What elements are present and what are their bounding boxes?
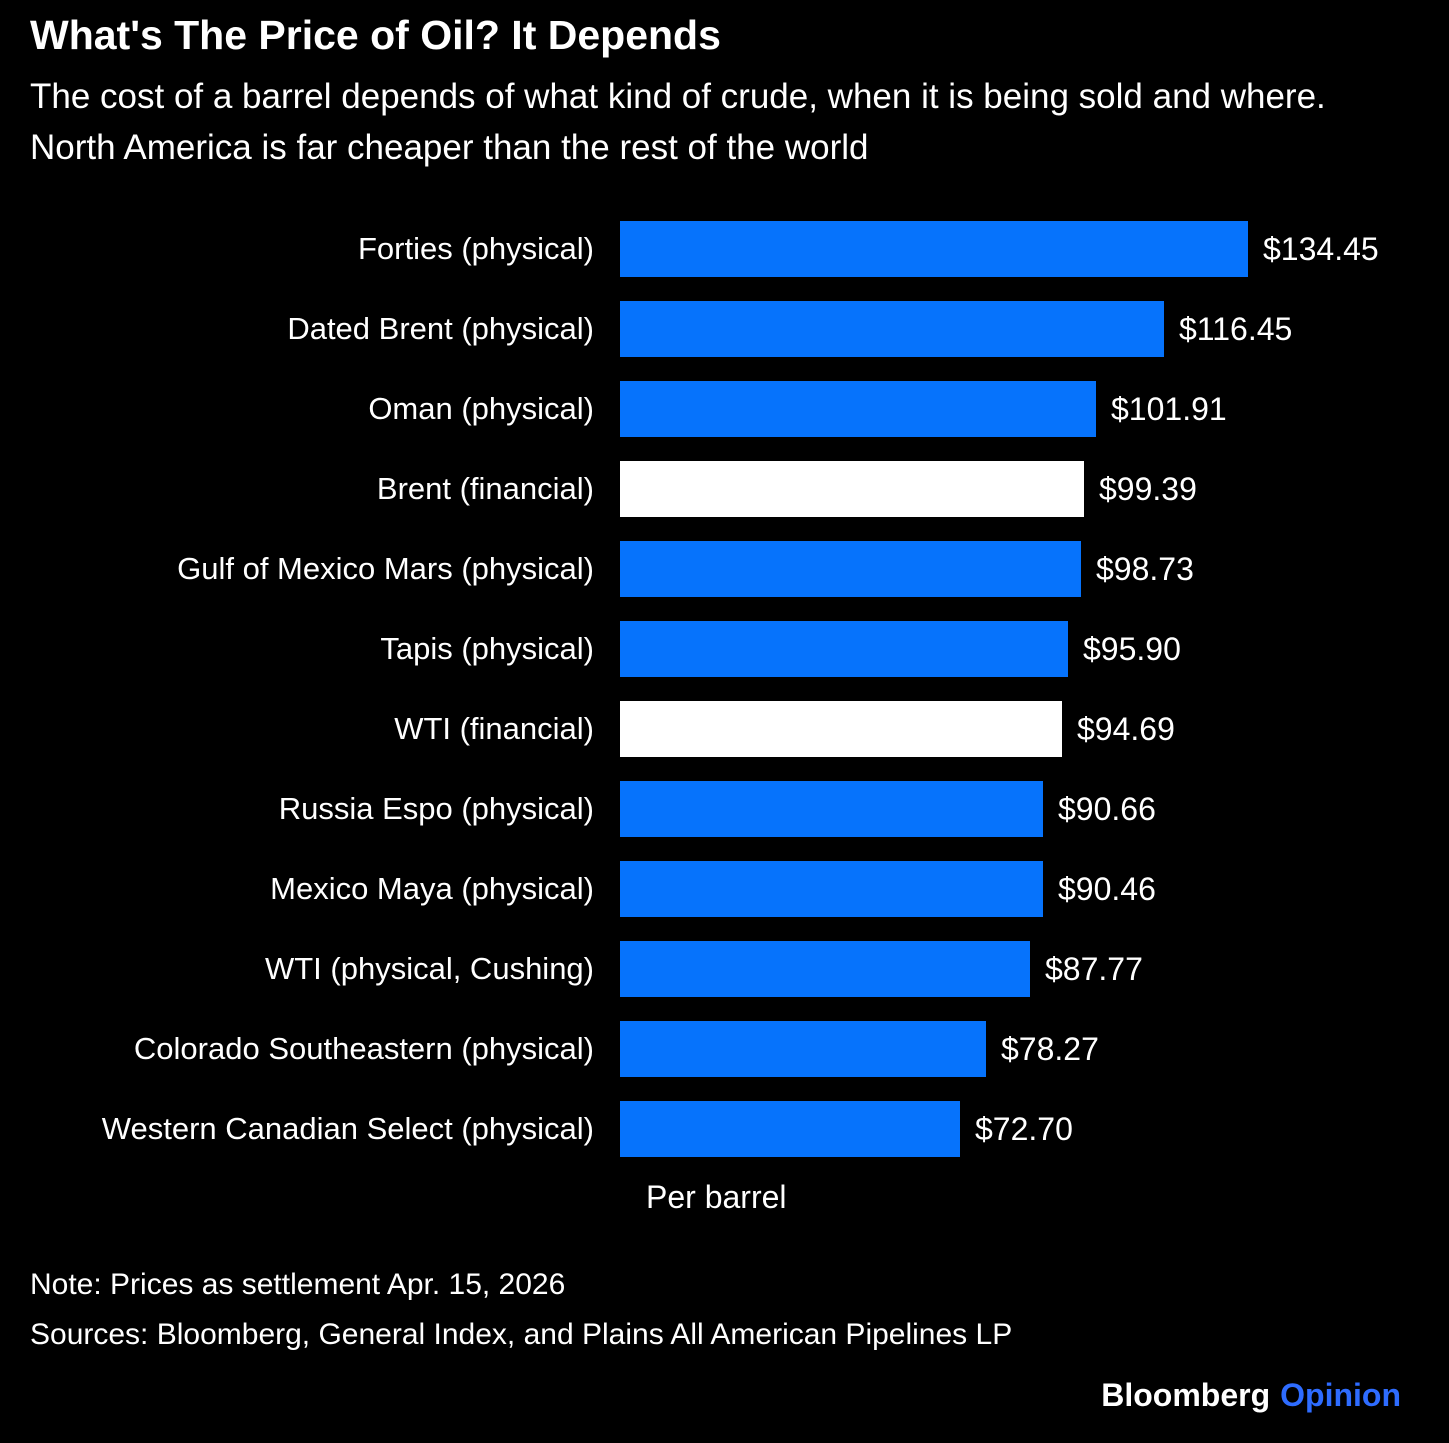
bar-row: WTI (physical, Cushing) $87.77: [0, 929, 1449, 1009]
value-label: $98.73: [1096, 550, 1194, 587]
bar-row: Western Canadian Select (physical) $72.70: [0, 1089, 1449, 1169]
brand-name: Bloomberg: [1101, 1377, 1271, 1413]
category-label: Russia Espo (physical): [278, 791, 594, 826]
bar-row: Brent (financial) $99.39: [0, 449, 1449, 529]
value-bar: [620, 1101, 960, 1157]
value-label: $99.39: [1099, 470, 1197, 507]
value-label: $90.46: [1058, 870, 1156, 907]
chart-header: What's The Price of Oil? It Depends The …: [0, 0, 1449, 173]
value-bar: [620, 461, 1084, 517]
bar-chart: Forties (physical) $134.45 Dated Brent (ph…: [0, 209, 1449, 1216]
value-bar: [620, 861, 1043, 917]
bar-row: Oman (physical) $101.91: [0, 369, 1449, 449]
value-bar: [620, 541, 1081, 597]
bar-row: Dated Brent (physical) $116.45: [0, 289, 1449, 369]
bar-row: Colorado Southeastern (physical) $78.27: [0, 1009, 1449, 1089]
value-bar: [620, 941, 1030, 997]
value-bar: [620, 701, 1062, 757]
value-label: $101.91: [1111, 390, 1227, 427]
bar-row: Russia Espo (physical) $90.66: [0, 769, 1449, 849]
value-label: $78.27: [1001, 1030, 1099, 1067]
value-label: $95.90: [1083, 630, 1181, 667]
category-label: Brent (financial): [376, 471, 594, 506]
value-label: $87.77: [1045, 950, 1143, 987]
value-bar: [620, 781, 1043, 837]
category-label: Colorado Southeastern (physical): [133, 1031, 594, 1066]
value-bar: [620, 381, 1096, 437]
chart-footer: Note: Prices as settlement Apr. 15, 2026…: [0, 1260, 1449, 1420]
value-bar: [620, 621, 1068, 677]
value-bar: [620, 221, 1248, 277]
bar-row: WTI (financial) $94.69: [0, 689, 1449, 769]
value-bar: [620, 301, 1164, 357]
chart-title: What's The Price of Oil? It Depends: [30, 12, 721, 58]
sources-text: Sources: Bloomberg, General Index, and P…: [30, 1318, 1013, 1351]
bar-row: Tapis (physical) $95.90: [0, 609, 1449, 689]
value-label: $90.66: [1058, 790, 1156, 827]
value-bar: [620, 1021, 986, 1077]
category-label: WTI (physical, Cushing): [264, 951, 594, 986]
x-axis-label: Per barrel: [646, 1179, 787, 1215]
category-label: Dated Brent (physical): [287, 311, 594, 346]
category-label: Forties (physical): [358, 231, 594, 266]
bar-row: Mexico Maya (physical) $90.46: [0, 849, 1449, 929]
brand-edition: Opinion: [1280, 1377, 1401, 1413]
category-label: Gulf of Mexico Mars (physical): [177, 551, 594, 586]
category-label: Western Canadian Select (physical): [101, 1111, 594, 1146]
value-label: $94.69: [1077, 710, 1175, 747]
category-label: Oman (physical): [368, 391, 594, 426]
value-label: $116.45: [1179, 310, 1293, 347]
category-label: Tapis (physical): [380, 631, 594, 666]
note-text: Note: Prices as settlement Apr. 15, 2026: [30, 1268, 566, 1301]
bar-rows: Forties (physical) $134.45 Dated Brent (ph…: [0, 209, 1449, 1169]
value-label: $72.70: [975, 1110, 1073, 1147]
value-label: $134.45: [1263, 230, 1379, 267]
category-label: WTI (financial): [394, 711, 594, 746]
bar-row: Gulf of Mexico Mars (physical) $98.73: [0, 529, 1449, 609]
chart-subtitle: The cost of a barrel depends of what kin…: [30, 77, 1326, 167]
category-label: Mexico Maya (physical): [270, 871, 594, 906]
brand-logo: Bloomberg Opinion: [30, 1370, 1419, 1420]
bar-row: Forties (physical) $134.45: [0, 209, 1449, 289]
